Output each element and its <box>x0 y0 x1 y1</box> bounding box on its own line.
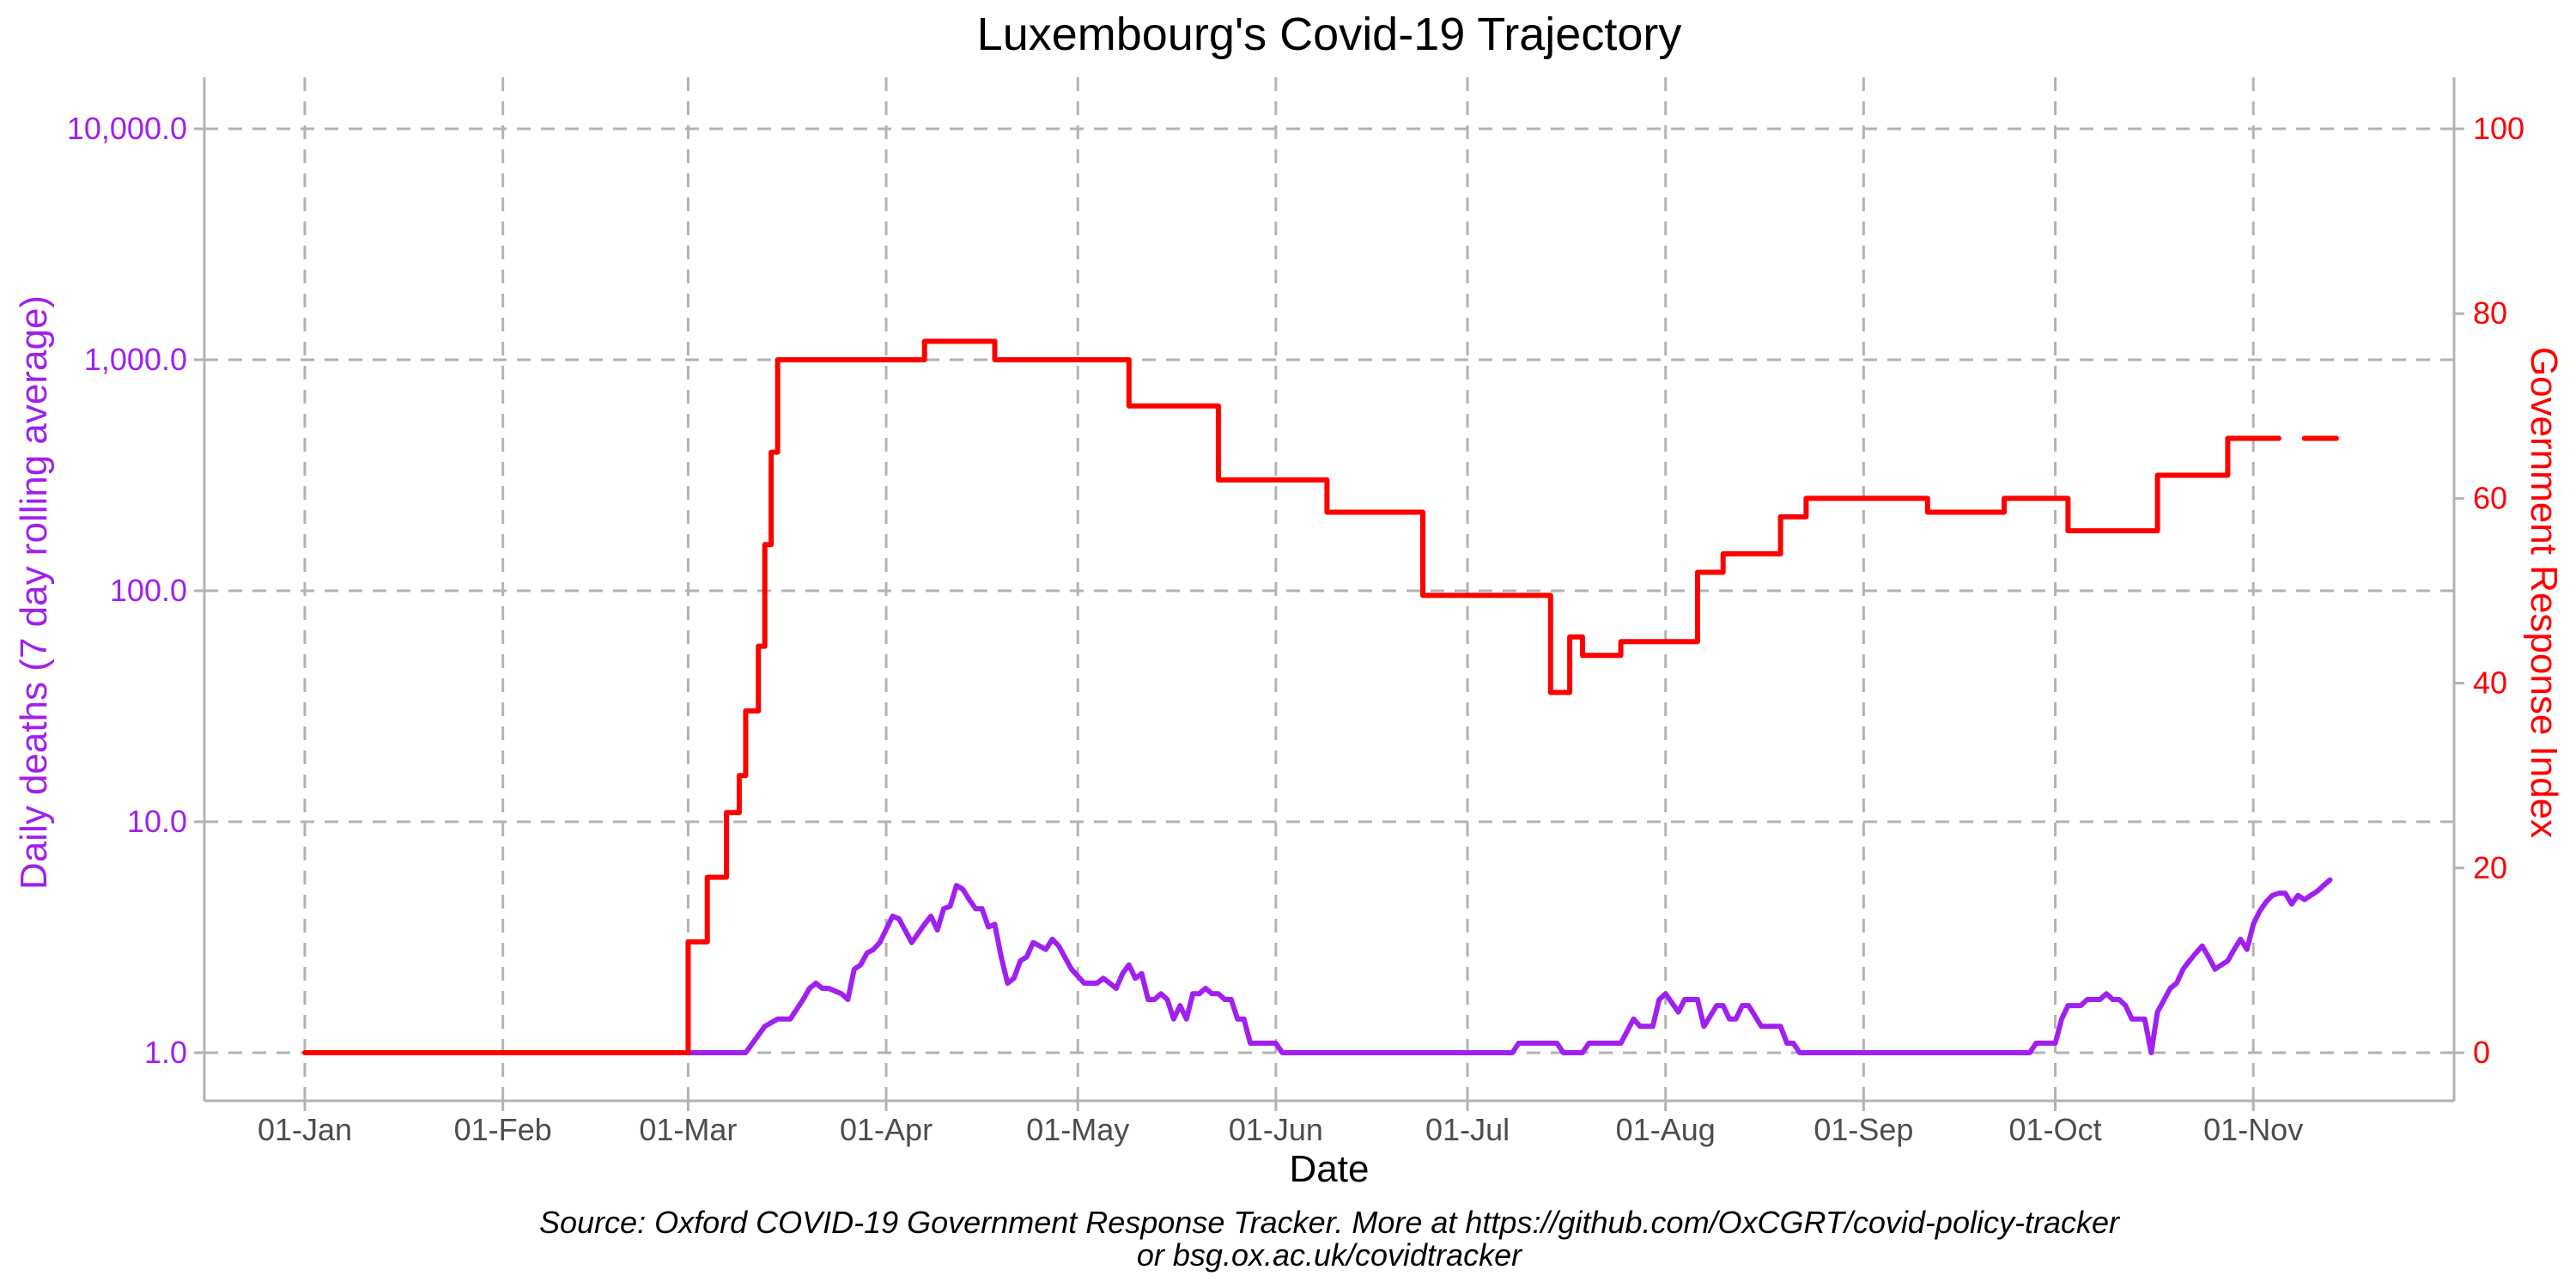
x-tick-label: 01-May <box>1026 1112 1129 1147</box>
x-axis-tick-labels: 01-Jan 01-Feb 01-Mar 01-Apr 01-May 01-Jun 01-J… <box>258 1112 2303 1147</box>
x-tick-label: 01-Aug <box>1616 1112 1716 1147</box>
x-tick-label: 01-Jun <box>1229 1112 1323 1147</box>
chart-title: Luxembourg's Covid-19 Trajectory <box>977 9 1682 60</box>
x-axis-title: Date <box>1290 1148 1370 1190</box>
source-caption-line-1: Source: Oxford COVID-19 Government Respo… <box>539 1205 2121 1240</box>
axis-layer <box>194 77 2464 1111</box>
x-tick-label: 01-Feb <box>454 1112 552 1147</box>
left-tick-label: 1,000.0 <box>84 342 187 377</box>
right-tick-label: 20 <box>2473 850 2507 885</box>
left-tick-label: 100.0 <box>110 573 187 608</box>
right-axis-title: Government Response Index <box>2523 347 2565 838</box>
left-axis-title: Daily deaths (7 day rolling average) <box>13 295 55 890</box>
right-tick-label: 0 <box>2473 1035 2490 1070</box>
source-caption-line-2: or bsg.ox.ac.uk/covidtracker <box>1137 1237 1523 1273</box>
left-axis-tick-labels: 1.0 10.0 100.0 1,000.0 10,000.0 <box>67 111 187 1070</box>
x-tick-label: 01-Apr <box>840 1112 933 1147</box>
left-tick-label: 1.0 <box>144 1035 187 1070</box>
right-tick-label: 100 <box>2473 111 2524 146</box>
grid-layer <box>204 77 2454 1101</box>
series-layer <box>302 338 2339 1055</box>
x-tick-label: 01-Jan <box>258 1112 352 1147</box>
right-tick-label: 80 <box>2473 295 2507 331</box>
right-axis-tick-labels: 0 20 40 60 80 100 <box>2473 111 2524 1070</box>
x-tick-label: 01-Oct <box>2009 1112 2102 1147</box>
x-tick-label: 01-Nov <box>2203 1112 2303 1147</box>
deaths-series-line <box>685 877 2333 1055</box>
x-tick-label: 01-Jul <box>1425 1112 1510 1147</box>
x-tick-label: 01-Mar <box>639 1112 737 1147</box>
right-tick-label: 60 <box>2473 480 2507 515</box>
x-tick-label: 01-Sep <box>1814 1112 1913 1147</box>
response-index-series-line <box>302 338 2281 1055</box>
left-tick-label: 10.0 <box>127 804 187 839</box>
right-tick-label: 40 <box>2473 665 2507 701</box>
left-tick-label: 10,000.0 <box>67 111 187 146</box>
